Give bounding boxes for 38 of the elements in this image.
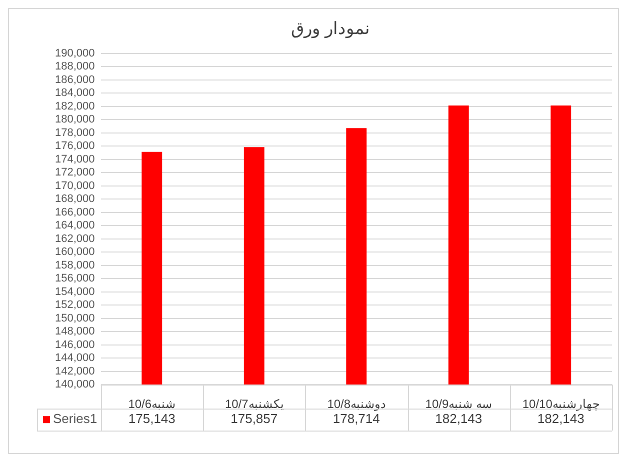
y-tick-label: 162,000 (54, 232, 95, 245)
y-tick-label: 156,000 (54, 272, 95, 285)
y-tick-label: 154,000 (54, 286, 95, 298)
y-tick-label: 170,000 (54, 180, 95, 192)
data-label: 182,143 (537, 411, 584, 426)
x-tick-label: چهارشنبه10/10 (522, 397, 600, 412)
y-tick-label: 172,000 (54, 166, 95, 179)
data-label: 175,857 (230, 411, 278, 426)
x-tick-label: دوشنبه10/8 (327, 397, 386, 412)
y-tick-label: 182,000 (54, 100, 95, 112)
y-tick-label: 186,000 (54, 74, 95, 86)
data-label: 182,143 (435, 411, 482, 426)
y-tick-label: 190,000 (54, 47, 95, 60)
y-tick-label: 174,000 (54, 153, 95, 166)
legend-label: Series1 (53, 411, 98, 426)
y-tick-label: 144,000 (54, 352, 95, 364)
y-tick-label: 146,000 (54, 338, 95, 351)
y-tick-label: 168,000 (54, 193, 95, 206)
y-tick-label: 176,000 (54, 140, 95, 152)
y-tick-label: 158,000 (54, 259, 95, 272)
y-tick-label: 148,000 (54, 326, 95, 338)
y-tick-label: 164,000 (54, 220, 95, 232)
x-tick-label: شنبه10/6 (128, 397, 176, 412)
data-label: 178,714 (332, 411, 380, 426)
x-tick-label: یکشنبه10/7 (224, 397, 284, 412)
y-tick-label: 140,000 (54, 378, 95, 391)
data-label: 175,143 (128, 411, 176, 426)
y-tick-label: 178,000 (54, 126, 95, 139)
y-tick-label: 180,000 (54, 114, 95, 126)
chart-title: نمودار ورق (291, 18, 370, 39)
y-tick-label: 184,000 (54, 87, 95, 100)
y-tick-label: 160,000 (54, 246, 95, 258)
y-tick-label: 150,000 (54, 312, 95, 324)
y-tick-label: 142,000 (54, 365, 95, 378)
y-tick-label: 188,000 (54, 60, 95, 73)
y-tick-label: 166,000 (54, 206, 95, 218)
x-tick-label: سه شنبه10/9 (425, 397, 492, 412)
y-tick-label: 152,000 (54, 299, 95, 312)
